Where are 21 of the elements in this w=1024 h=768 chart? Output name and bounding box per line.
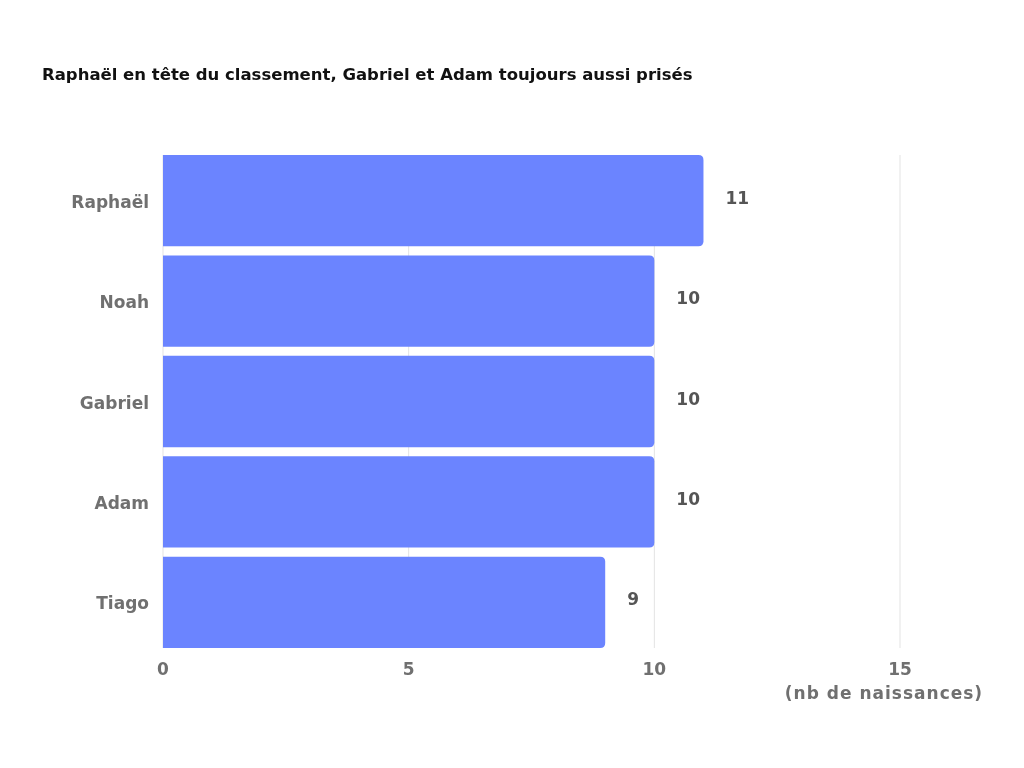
data-label: 9 [627,589,640,610]
bar [163,355,655,448]
y-tick-label: Adam [94,492,149,513]
bar [163,255,655,347]
x-tick-label: 0 [157,659,170,679]
y-tick-label: Noah [99,292,149,313]
data-label: 10 [676,288,701,309]
data-label: 11 [725,187,750,208]
bar [163,456,655,548]
x-axis-title: (nb de naissances) [784,683,984,703]
y-tick-label: Tiago [96,593,149,614]
chart-title: Raphaël en tête du classement, Gabriel et Adam toujours aussi prisés [42,65,693,84]
bar [163,556,606,648]
y-tick-label: Gabriel [79,392,149,413]
bar [163,155,704,247]
x-tick-label: 5 [402,659,415,679]
x-tick-label: 15 [888,659,912,679]
x-tick-label: 10 [642,659,667,679]
data-label: 10 [676,488,701,509]
data-label: 10 [676,388,701,409]
y-tick-label: Raphaël [71,191,149,212]
